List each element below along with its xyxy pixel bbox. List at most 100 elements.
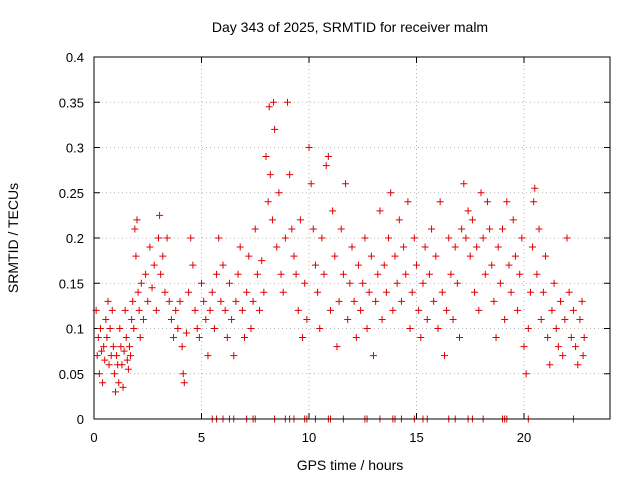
data-point [357,306,365,314]
data-point [150,261,158,269]
x-axis-label: GPS time / hours [297,457,404,473]
x-tick-label: 0 [90,430,97,445]
data-point [167,315,175,323]
data-point [554,343,562,351]
data-point [102,315,110,323]
data-point [172,306,180,314]
data-point [352,334,360,342]
data-point [131,225,139,233]
data-point [466,252,474,260]
data-point [294,306,302,314]
data-point [408,288,416,296]
data-point [103,334,111,342]
data-point [529,243,537,251]
data-point [447,270,455,278]
data-point [144,297,152,305]
data-point [228,315,236,323]
data-point [507,288,515,296]
data-point [98,347,106,355]
data-point [125,343,133,351]
data-point [514,306,522,314]
data-point [505,261,513,269]
data-point [249,297,257,305]
data-point [423,315,431,323]
data-point [559,352,567,360]
data-point [178,343,186,351]
data-point [477,189,485,197]
data-point [380,261,388,269]
data-point [565,288,573,296]
data-point [148,284,156,292]
data-point [210,325,218,332]
data-point [542,252,549,260]
data-point [309,225,317,233]
data-point [413,261,420,269]
data-point [574,361,582,369]
data-point [471,288,479,296]
data-point [522,370,530,378]
data-point [301,279,309,287]
y-tick-label: 0.4 [66,50,84,65]
data-point [318,234,326,242]
data-point [550,279,558,287]
data-point [134,288,142,296]
data-point [576,315,584,323]
data-point [391,252,399,260]
data-point [108,306,116,314]
data-point [299,334,307,342]
data-point [428,225,436,233]
data-point [213,270,221,278]
data-point [579,352,587,360]
data-point [387,189,395,197]
data-point [121,306,129,314]
data-point [179,370,187,378]
data-point [99,379,107,387]
data-point [567,334,575,342]
data-point [94,334,102,342]
data-point [288,225,296,233]
data-point [548,306,556,314]
data-point [157,270,165,278]
data-point [296,216,304,224]
data-point [146,243,154,251]
data-point [374,270,382,278]
data-point [245,252,253,260]
data-point [204,352,212,360]
data-point [397,297,405,305]
data-point [468,216,476,224]
data-point [156,211,164,219]
data-point [419,279,427,287]
data-point [115,379,123,387]
data-point [580,334,588,342]
data-point [232,297,240,305]
x-tick-label: 5 [198,430,205,445]
data-point [307,180,315,188]
data-point [189,261,197,269]
data-point [503,198,511,206]
data-point [251,225,259,233]
data-point [348,243,356,251]
data-point [436,198,444,206]
data-point [132,252,140,260]
data-point [335,297,343,305]
y-tick-label: 0.35 [59,95,84,110]
data-point [462,234,470,242]
data-point [359,279,367,287]
data-point [501,315,509,323]
data-point [451,243,459,251]
data-point [268,216,276,224]
data-point [116,325,124,332]
data-point [486,225,494,233]
data-point [324,153,332,161]
data-point [473,243,481,251]
data-point [524,325,532,332]
data-point [327,306,334,314]
data-point [279,288,287,296]
data-point [230,352,238,360]
axis-ticks: 0 0.05 0.1 0.15 0.2 0.25 0.3 0.35 0.4 0 5 10 15 20 [59,50,610,445]
data-point [95,370,103,378]
data-point [481,270,489,278]
data-point [281,234,289,242]
data-point [350,297,358,305]
